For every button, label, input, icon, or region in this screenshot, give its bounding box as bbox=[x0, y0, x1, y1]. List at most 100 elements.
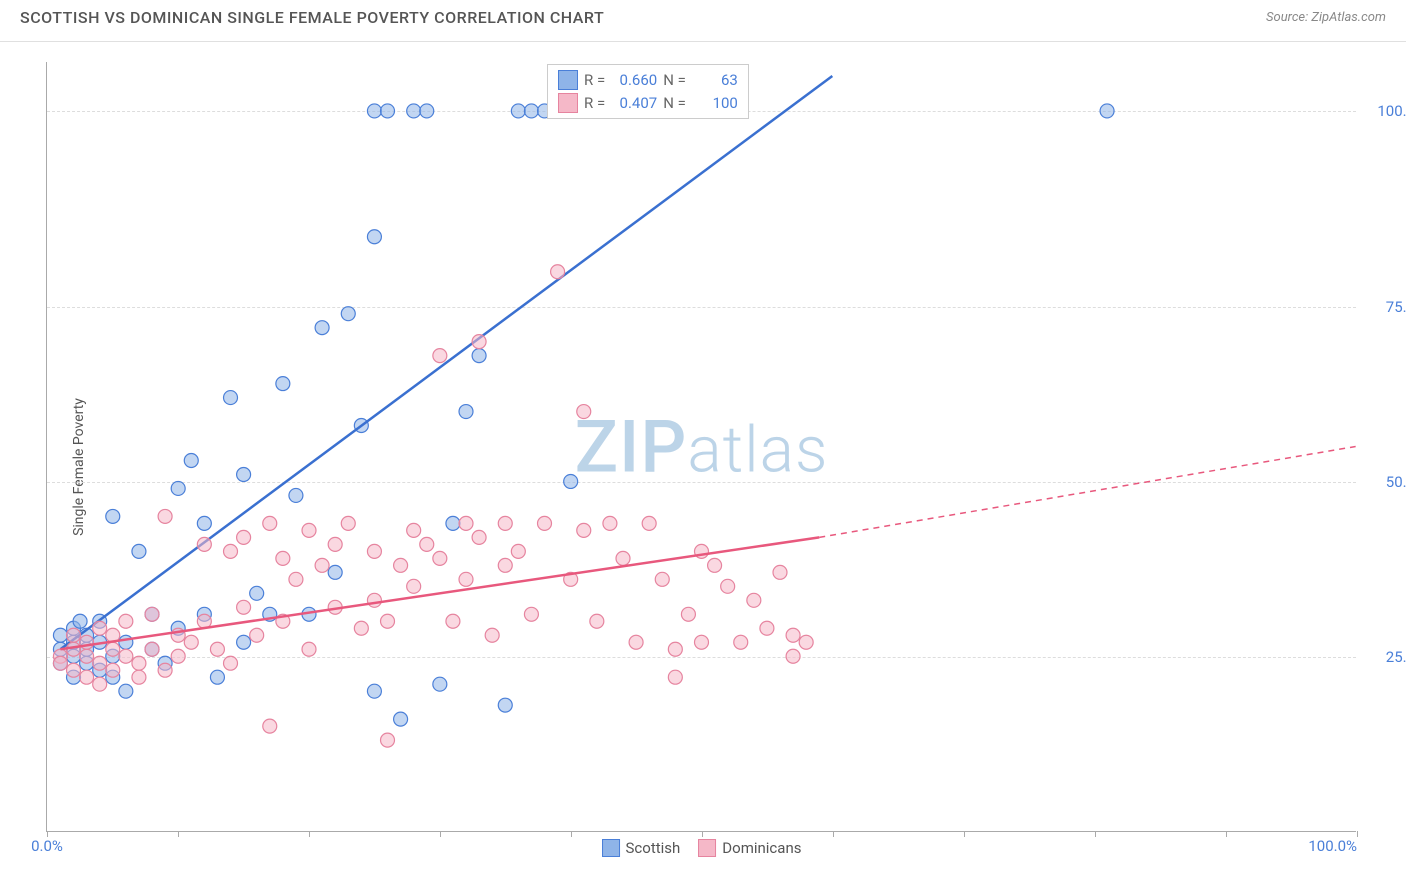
data-point bbox=[367, 230, 381, 244]
x-tick bbox=[833, 831, 834, 837]
data-point bbox=[407, 523, 421, 537]
data-point bbox=[106, 663, 120, 677]
data-point bbox=[119, 614, 133, 628]
data-point bbox=[158, 663, 172, 677]
data-point bbox=[80, 670, 94, 684]
data-point bbox=[433, 349, 447, 363]
data-point bbox=[524, 104, 538, 118]
legend-stats-row-2: R = 0.407 N = 100 bbox=[558, 92, 738, 115]
data-point bbox=[106, 509, 120, 523]
data-point bbox=[132, 544, 146, 558]
x-tick bbox=[1226, 831, 1227, 837]
data-point bbox=[315, 558, 329, 572]
data-point bbox=[145, 607, 159, 621]
data-point bbox=[472, 530, 486, 544]
data-point bbox=[616, 551, 630, 565]
chart-container: Single Female Poverty ZIPatlas R = 0.660… bbox=[0, 42, 1406, 892]
data-point bbox=[93, 621, 107, 635]
data-point bbox=[93, 656, 107, 670]
data-point bbox=[367, 544, 381, 558]
legend-stats-row-1: R = 0.660 N = 63 bbox=[558, 69, 738, 92]
data-point bbox=[354, 621, 368, 635]
data-point bbox=[132, 670, 146, 684]
data-point bbox=[171, 481, 185, 495]
data-point bbox=[577, 405, 591, 419]
data-point bbox=[655, 572, 669, 586]
data-point bbox=[446, 516, 460, 530]
chart-svg bbox=[47, 62, 1356, 831]
data-point bbox=[668, 670, 682, 684]
chart-title: SCOTTISH VS DOMINICAN SINGLE FEMALE POVE… bbox=[20, 8, 604, 27]
data-point bbox=[420, 104, 434, 118]
data-point bbox=[224, 656, 238, 670]
legend-swatch-dominicans bbox=[558, 93, 578, 113]
data-point bbox=[302, 523, 316, 537]
legend-item-scottish: Scottish bbox=[602, 839, 681, 857]
data-point bbox=[498, 698, 512, 712]
data-point bbox=[184, 453, 198, 467]
data-point bbox=[132, 656, 146, 670]
n-value-2: 100 bbox=[692, 92, 738, 115]
data-point bbox=[106, 642, 120, 656]
r-value-1: 0.660 bbox=[611, 69, 657, 92]
data-point bbox=[263, 719, 277, 733]
n-label: N = bbox=[663, 69, 686, 92]
data-point bbox=[786, 649, 800, 663]
data-point bbox=[498, 558, 512, 572]
y-tick-label: 75.0% bbox=[1366, 298, 1406, 316]
data-point bbox=[629, 635, 643, 649]
data-point bbox=[472, 335, 486, 349]
data-point bbox=[224, 391, 238, 405]
data-point bbox=[53, 656, 67, 670]
data-point bbox=[459, 516, 473, 530]
data-point bbox=[73, 614, 87, 628]
data-point bbox=[276, 377, 290, 391]
data-point bbox=[250, 586, 264, 600]
data-point bbox=[367, 684, 381, 698]
data-point bbox=[237, 600, 251, 614]
data-point bbox=[1100, 104, 1114, 118]
data-point bbox=[590, 614, 604, 628]
data-point bbox=[67, 628, 81, 642]
data-point bbox=[420, 537, 434, 551]
data-point bbox=[446, 614, 460, 628]
data-point bbox=[210, 670, 224, 684]
data-point bbox=[603, 516, 617, 530]
data-point bbox=[381, 104, 395, 118]
data-point bbox=[433, 677, 447, 691]
data-point bbox=[302, 642, 316, 656]
data-point bbox=[184, 635, 198, 649]
data-point bbox=[407, 104, 421, 118]
x-tick bbox=[440, 831, 441, 837]
data-point bbox=[328, 537, 342, 551]
data-point bbox=[145, 642, 159, 656]
x-tick bbox=[964, 831, 965, 837]
data-point bbox=[394, 712, 408, 726]
data-point bbox=[472, 349, 486, 363]
data-point bbox=[171, 649, 185, 663]
data-point bbox=[459, 572, 473, 586]
legend-label-dominicans: Dominicans bbox=[722, 839, 801, 857]
data-point bbox=[381, 733, 395, 747]
data-point bbox=[381, 614, 395, 628]
data-point bbox=[786, 628, 800, 642]
data-point bbox=[642, 516, 656, 530]
data-point bbox=[197, 516, 211, 530]
data-point bbox=[485, 628, 499, 642]
r-label: R = bbox=[584, 69, 605, 92]
data-point bbox=[341, 307, 355, 321]
x-tick bbox=[178, 831, 179, 837]
data-point bbox=[341, 516, 355, 530]
data-point bbox=[263, 516, 277, 530]
data-point bbox=[721, 579, 735, 593]
r-value-2: 0.407 bbox=[611, 92, 657, 115]
data-point bbox=[511, 104, 525, 118]
x-tick bbox=[702, 831, 703, 837]
data-point bbox=[328, 565, 342, 579]
data-point bbox=[538, 516, 552, 530]
source-label: Source: ZipAtlas.com bbox=[1266, 10, 1386, 25]
data-point bbox=[289, 572, 303, 586]
bottom-legend: Scottish Dominicans bbox=[602, 839, 802, 857]
legend-stats-box: R = 0.660 N = 63 R = 0.407 N = 100 bbox=[547, 64, 749, 119]
data-point bbox=[459, 405, 473, 419]
